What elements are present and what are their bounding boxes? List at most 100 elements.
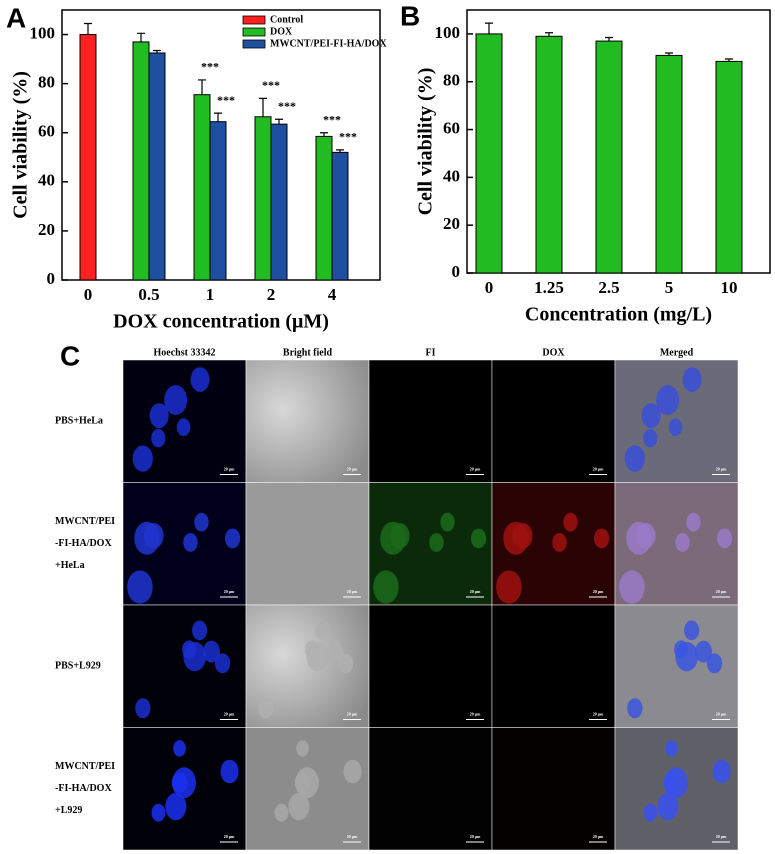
cell-nucleus	[143, 522, 164, 549]
bar	[79, 34, 97, 281]
x-tick-label: 0.5	[138, 285, 159, 304]
cell-nucleus	[296, 740, 309, 757]
scale-bar-label: 20 μm	[470, 711, 481, 716]
bar	[595, 40, 623, 274]
scale-bar-label: 20 μm	[224, 834, 235, 839]
scale-bar-label: 20 μm	[347, 466, 358, 471]
image-cell	[368, 359, 493, 483]
bar	[209, 121, 227, 281]
bar	[331, 151, 349, 281]
legend-label: MWCNT/PEI-FI-HA/DOX	[270, 38, 387, 49]
cell-nucleus	[684, 620, 700, 641]
cell-nucleus	[183, 533, 198, 552]
x-tick-label: 0	[84, 285, 93, 304]
bar	[475, 33, 503, 274]
significance-label: ***	[278, 99, 296, 113]
cell-nucleus	[663, 772, 680, 793]
row-label: MWCNT/PEI	[55, 761, 115, 772]
cell-nucleus	[151, 428, 166, 448]
cell-nucleus	[224, 528, 241, 549]
cell-nucleus	[641, 403, 661, 429]
panel-label: C	[60, 340, 80, 371]
cell-nucleus	[470, 528, 487, 549]
error-bar	[153, 49, 161, 53]
cell-nucleus	[214, 653, 231, 674]
cell-nucleus	[337, 653, 354, 674]
y-tick-label: 60	[38, 122, 55, 141]
cell-nucleus	[643, 428, 658, 448]
panel-label: A	[6, 2, 26, 33]
y-tick-label: 80	[38, 73, 55, 92]
cell-nucleus	[675, 641, 699, 672]
cell-nucleus	[496, 570, 522, 604]
x-tick-label: 10	[721, 278, 738, 297]
y-axis-title: Cell viability (%)	[10, 71, 32, 219]
scale-bar-label: 20 μm	[347, 711, 358, 716]
scale-bar-label: 20 μm	[347, 589, 358, 594]
y-tick-label: 100	[435, 23, 461, 42]
y-tick-label: 20	[443, 214, 460, 233]
significance-label: ***	[339, 130, 357, 144]
scale-bar-label: 20 μm	[593, 589, 604, 594]
legend-swatch	[242, 39, 266, 49]
error-bar	[545, 32, 553, 37]
significance-label: ***	[323, 112, 341, 126]
bar	[655, 54, 683, 274]
error-bar	[84, 22, 92, 35]
x-tick-label: 4	[328, 285, 337, 304]
cell-nucleus	[220, 759, 239, 784]
x-tick-label: 1.25	[534, 278, 564, 297]
cell-nucleus	[389, 522, 410, 549]
cell-nucleus	[675, 533, 690, 552]
scale-bar-label: 20 μm	[470, 589, 481, 594]
cell-nucleus	[274, 803, 289, 822]
cell-nucleus	[373, 570, 399, 604]
cell-nucleus	[326, 640, 343, 663]
cell-nucleus	[192, 620, 208, 641]
x-axis-title: DOX concentration (μM)	[113, 311, 329, 333]
cell-nucleus	[149, 403, 169, 429]
error-bar	[605, 36, 613, 42]
cell-nucleus	[552, 533, 567, 552]
cell-nucleus	[164, 385, 188, 415]
scale-bar-label: 20 μm	[224, 589, 235, 594]
row-label: PBS+L929	[55, 661, 101, 672]
y-tick-label: 0	[47, 269, 56, 288]
x-tick-label: 2	[267, 285, 276, 304]
y-tick-label: 60	[443, 118, 460, 137]
image-cell	[491, 359, 616, 483]
scale-bar-label: 20 μm	[593, 466, 604, 471]
cell-nucleus	[619, 570, 645, 604]
significance-label: ***	[217, 93, 235, 107]
image-cell	[491, 604, 616, 728]
error-bar	[336, 149, 344, 153]
error-bar	[137, 32, 145, 42]
legend-swatch	[242, 27, 266, 37]
cell-nucleus	[135, 698, 151, 719]
row-label: +HeLa	[55, 560, 85, 571]
image-cell	[491, 727, 616, 851]
cell-nucleus	[624, 445, 645, 472]
bar	[535, 35, 563, 274]
scale-bar-label: 20 μm	[470, 466, 481, 471]
cell-nucleus	[173, 740, 186, 757]
cell-nucleus	[294, 772, 311, 793]
column-header: Hoechst 33342	[154, 347, 216, 358]
scale-bar-label: 20 μm	[224, 711, 235, 716]
y-tick-label: 100	[30, 23, 56, 42]
cell-nucleus	[643, 803, 658, 822]
bar	[132, 41, 150, 281]
cell-nucleus	[668, 418, 683, 437]
cell-nucleus	[695, 640, 712, 663]
cell-nucleus	[315, 620, 331, 641]
bar	[315, 135, 333, 281]
error-bar	[275, 118, 283, 125]
cell-nucleus	[171, 772, 188, 793]
error-bar	[665, 52, 673, 56]
x-tick-label: 2.5	[598, 278, 619, 297]
cell-nucleus	[706, 653, 723, 674]
scale-bar-label: 20 μm	[716, 589, 727, 594]
cell-nucleus	[665, 740, 678, 757]
image-cell	[368, 604, 493, 728]
cell-nucleus	[306, 641, 330, 672]
